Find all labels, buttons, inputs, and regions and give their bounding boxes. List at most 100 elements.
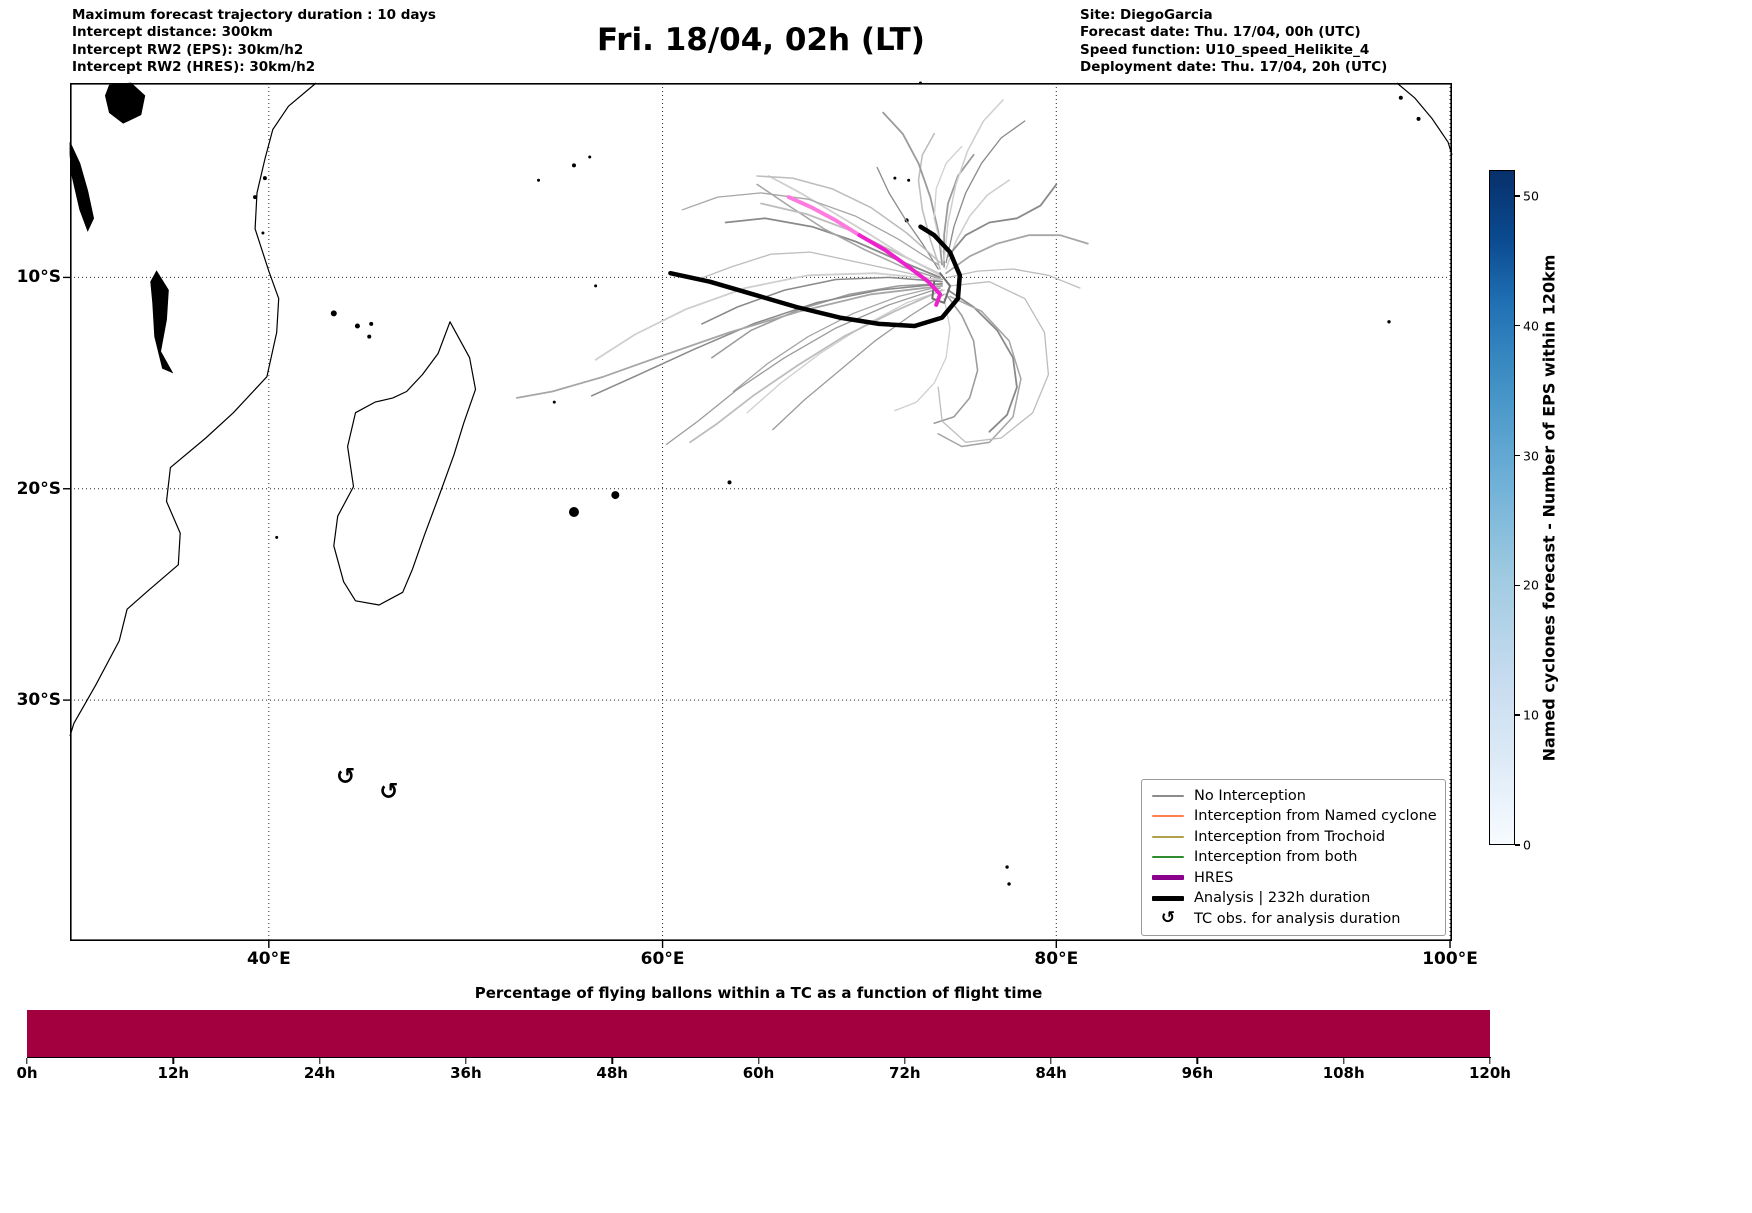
legend-line-swatch	[1152, 895, 1184, 901]
x-tick-label: 80°E	[1034, 949, 1079, 969]
y-tick-label: 10°S	[16, 267, 61, 288]
colorbar-label: Named cyclones forecast - Number of EPS …	[1539, 254, 1559, 762]
island-dot	[552, 400, 556, 404]
bottom-x-tick	[757, 1058, 760, 1064]
trajectory-no-interception	[689, 289, 943, 444]
bottom-x-tick-label: 96h	[1181, 1064, 1214, 1082]
trajectory-map: ↺ ↺ No Interception Interception from Name…	[63, 81, 1453, 948]
island-dot	[253, 195, 258, 200]
trajectories-layer	[516, 99, 1089, 448]
bottom-x-tick	[611, 1058, 613, 1064]
colorbar-tick	[1515, 325, 1520, 327]
bottom-x-tick-label: 0h	[16, 1064, 38, 1082]
legend-item: Interception from Trochoid	[1152, 827, 1435, 848]
legend-item: HRES	[1152, 868, 1435, 889]
deployment-date-text: Deployment date: Thu. 17/04, 20h (UTC)	[1080, 58, 1388, 75]
trajectory-hres	[786, 195, 862, 238]
trajectory-no-interception	[746, 289, 945, 414]
axis-ticks-layer	[63, 276, 1451, 948]
legend-item-label: No Interception	[1194, 787, 1306, 804]
colorbar-tick-label: 30	[1523, 448, 1539, 464]
colorbar-tick	[1515, 714, 1520, 716]
bottom-x-tick-label: 72h	[889, 1064, 921, 1082]
bottom-chart-title: Percentage of flying ballons within a TC…	[474, 984, 1043, 1002]
bottom-x-tick-label: 36h	[450, 1064, 482, 1082]
madagascar-outline	[333, 321, 477, 606]
y-tick-label: 20°S	[16, 478, 61, 499]
island-dot	[261, 231, 265, 235]
island-dot	[369, 321, 374, 326]
colorbar-tick	[1515, 454, 1520, 457]
trajectory-no-interception	[937, 295, 1022, 448]
island-dot	[330, 310, 337, 317]
trajectory-no-interception	[772, 293, 945, 431]
island-dot	[727, 480, 732, 485]
island-dot	[568, 507, 579, 517]
trajectory-no-interception	[945, 179, 1010, 270]
bottom-x-tick	[904, 1058, 906, 1064]
run-config-block: Maximum forecast trajectory duration : 1…	[72, 7, 436, 76]
colorbar-tick	[1515, 584, 1520, 587]
trajectory-analysis-232h-duration	[668, 224, 963, 329]
trajectory-no-interception	[931, 272, 951, 304]
legend-item-label: TC obs. for analysis duration	[1194, 910, 1401, 927]
x-tick-label: 40°E	[246, 949, 291, 969]
bottom-x-tick	[318, 1058, 321, 1064]
sumatra-outline	[1396, 82, 1453, 156]
island-dot	[611, 491, 620, 500]
island-dot	[262, 176, 267, 181]
legend-item: Interception from both	[1152, 847, 1435, 868]
legend-line-swatch	[1152, 875, 1184, 881]
island-dot	[1398, 95, 1403, 100]
tc-obs-icon: ↺	[1160, 908, 1176, 929]
percentage-bar	[27, 1010, 1490, 1057]
trajectory-no-interception	[732, 285, 943, 393]
intercept-rw2-hres-text: Intercept RW2 (HRES): 30km/h2	[72, 58, 316, 75]
trajectory-no-interception	[594, 272, 941, 361]
trajectory-no-interception	[894, 297, 951, 412]
legend-item: ↺ TC obs. for analysis duration	[1152, 909, 1435, 930]
trajectory-no-interception	[681, 192, 939, 266]
forecast-date-text: Forecast date: Thu. 17/04, 00h (UTC)	[1080, 24, 1361, 41]
bottom-x-tick	[465, 1058, 467, 1064]
x-tick-label: 60°E	[640, 949, 685, 969]
colorbar-tick-label: 40	[1523, 318, 1539, 334]
island-dot	[1005, 865, 1009, 869]
island-dot	[1007, 882, 1011, 886]
trajectory-no-interception	[590, 283, 943, 397]
trajectory-no-interception	[943, 99, 1004, 262]
legend-line-swatch	[1152, 856, 1184, 859]
island-dot	[1416, 116, 1421, 121]
lake-victoria-outline	[104, 82, 146, 124]
bottom-x-tick-label: 48h	[596, 1064, 628, 1082]
bottom-x-tick-label: 24h	[303, 1064, 336, 1082]
tc-obs-icon: ↺	[379, 779, 398, 805]
site-text: Site: DiegoGarcia	[1080, 7, 1213, 23]
trajectory-no-interception	[665, 287, 941, 446]
intercept-rw2-eps-text: Intercept RW2 (EPS): 30km/h2	[72, 41, 304, 58]
legend-item-label: Interception from Named cyclone	[1194, 808, 1437, 825]
trajectory-no-interception	[933, 145, 963, 253]
colorbar-tick-label: 0	[1523, 837, 1531, 853]
trajectory-no-interception	[933, 293, 979, 424]
bottom-chart-plot	[27, 1010, 1490, 1057]
bottom-x-tick-label: 12h	[157, 1064, 190, 1082]
grid-layer	[70, 83, 1452, 941]
map-frame	[70, 83, 1453, 942]
intercept-distance-text: Intercept distance: 300km	[72, 24, 273, 41]
legend-item: Analysis | 232h duration	[1152, 888, 1435, 909]
bottom-x-tick-label: 108h	[1322, 1064, 1365, 1082]
island-dot	[354, 323, 360, 329]
colorbar-tick-label: 10	[1523, 707, 1539, 723]
page-title: Fri. 18/04, 02h (LT)	[597, 22, 925, 58]
island-dot	[537, 178, 541, 182]
colorbar-tick	[1515, 844, 1520, 846]
colorbar-tick-label: 50	[1523, 188, 1539, 204]
island-dot	[594, 284, 598, 288]
x-tick-label: 100°E	[1422, 949, 1478, 969]
legend-item: No Interception	[1152, 786, 1435, 807]
colorbar-tick-label: 20	[1523, 577, 1539, 593]
legend-item-label: HRES	[1194, 869, 1234, 886]
legend-item-label: Analysis | 232h duration	[1194, 890, 1371, 907]
